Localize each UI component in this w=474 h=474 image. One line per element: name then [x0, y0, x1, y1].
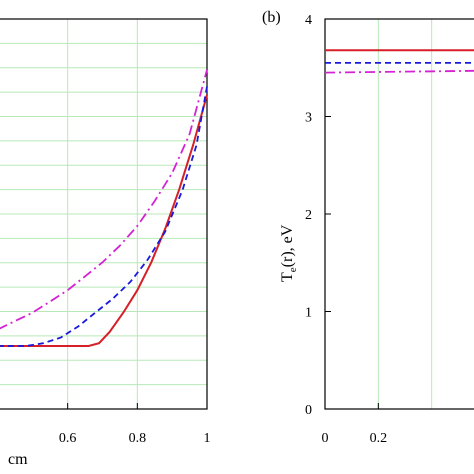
panel-b-ylabel-main: T [279, 272, 296, 282]
panel-a-series [0, 69, 208, 347]
panel-b-label: (b) [262, 9, 281, 26]
panel-b-y-tick-label: 4 [305, 13, 312, 28]
panel-b-ylabel: Te(r), eV [279, 224, 299, 282]
panel-a-series-dashdot [0, 69, 208, 330]
panel-a-x-tick-label: 0.8 [129, 431, 147, 446]
panel-b-y-tick-label: 1 [305, 306, 312, 321]
panel-b-series [324, 49, 474, 74]
panel-a-x-ticks: 0.6 0.8 1 [59, 403, 211, 446]
panel-b-ylabel-sub: e [287, 267, 299, 272]
panel-b-y-tick-label: 0 [305, 403, 312, 418]
panel-b-plot-area [324, 18, 474, 410]
panel-a-plot-area [0, 18, 208, 410]
panel-a-grid [0, 19, 207, 409]
panel-b-y-ticks: 0 1 2 3 4 [305, 13, 331, 418]
panel-b-x-tick-label: 0.2 [370, 431, 388, 446]
panel-b-y-tick-label: 2 [305, 208, 312, 223]
panel-a-x-tick-label: 1 [204, 431, 211, 446]
panel-a: 0.6 0.8 1 cm [0, 18, 211, 468]
panel-b-x-ticks: 0 0.2 [322, 403, 388, 446]
panel-a-series-solid [0, 94, 208, 347]
panel-b-x-tick-label: 0 [322, 431, 329, 446]
panel-a-xlabel: cm [8, 451, 28, 468]
panel-b-y-tick-label: 3 [305, 111, 312, 126]
panel-b-ylabel-rest: (r), eV [279, 224, 296, 267]
panel-b-series-dashdot [324, 69, 474, 74]
panel-a-series-dashed [0, 86, 208, 347]
panel-b-grid [377, 19, 433, 409]
panel-a-x-tick-label: 0.6 [59, 431, 77, 446]
